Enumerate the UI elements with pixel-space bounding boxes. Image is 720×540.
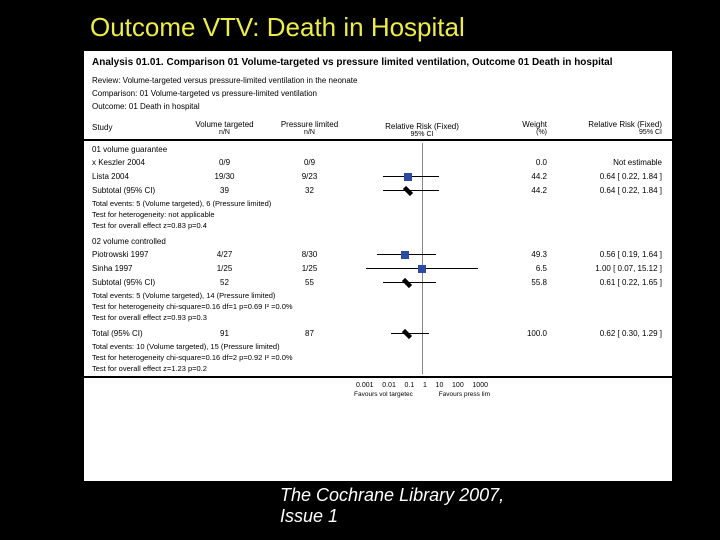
axis-area: 0.0010.010.11101001000 Favours vol targe… bbox=[92, 382, 664, 422]
axis-left-caption: Favours vol targetec bbox=[354, 391, 413, 398]
col-plot-header: Relative Risk (Fixed) 95% CI bbox=[352, 122, 492, 134]
axis-ticks: 0.0010.010.11101001000 bbox=[352, 382, 492, 389]
study-row: Piotrowski 19974/278/3049.30.56 [ 0.19, … bbox=[84, 248, 672, 262]
study-row: Lista 200419/309/2344.20.64 [ 0.22, 1.84… bbox=[84, 170, 672, 184]
subtotal-row: Subtotal (95% CI)393244.20.64 [ 0.22, 1.… bbox=[84, 184, 672, 198]
header-rule bbox=[84, 139, 672, 141]
col-rr-header: Relative Risk (Fixed) 95% CI bbox=[557, 120, 662, 136]
col-pl-header: Pressure limited n/N bbox=[267, 120, 352, 136]
study-row: x Keszler 20040/90/90.0Not estimable bbox=[84, 156, 672, 170]
col-study-header: Study bbox=[92, 123, 182, 132]
forest-plot-figure: Analysis 01.01. Comparison 01 Volume-tar… bbox=[84, 51, 672, 481]
column-header-row: Study Volume targeted n/N Pressure limit… bbox=[84, 119, 672, 137]
source-citation: The Cochrane Library 2007, Issue 1 bbox=[0, 481, 720, 527]
outcome-line: Outcome: 01 Death in hospital bbox=[84, 100, 672, 113]
subtotal-row: Total (95% CI)9187100.00.62 [ 0.30, 1.29… bbox=[84, 327, 672, 341]
footer-rule bbox=[84, 376, 672, 378]
review-line: Review: Volume-targeted versus pressure-… bbox=[84, 74, 672, 87]
slide-title: Outcome VTV: Death in Hospital bbox=[0, 0, 720, 51]
col-vt-header: Volume targeted n/N bbox=[182, 120, 267, 136]
axis-right-caption: Favours press lim bbox=[439, 391, 490, 398]
subtotal-row: Subtotal (95% CI)525555.80.61 [ 0.22, 1.… bbox=[84, 276, 672, 290]
figure-title: Analysis 01.01. Comparison 01 Volume-tar… bbox=[84, 51, 672, 74]
study-row: Sinha 19971/251/256.51.00 [ 0.07, 15.12 … bbox=[84, 262, 672, 276]
comparison-line: Comparison: 01 Volume-targeted vs pressu… bbox=[84, 87, 672, 100]
forest-body: 01 volume guaranteex Keszler 20040/90/90… bbox=[84, 143, 672, 374]
col-weight-header: Weight (%) bbox=[492, 120, 557, 136]
